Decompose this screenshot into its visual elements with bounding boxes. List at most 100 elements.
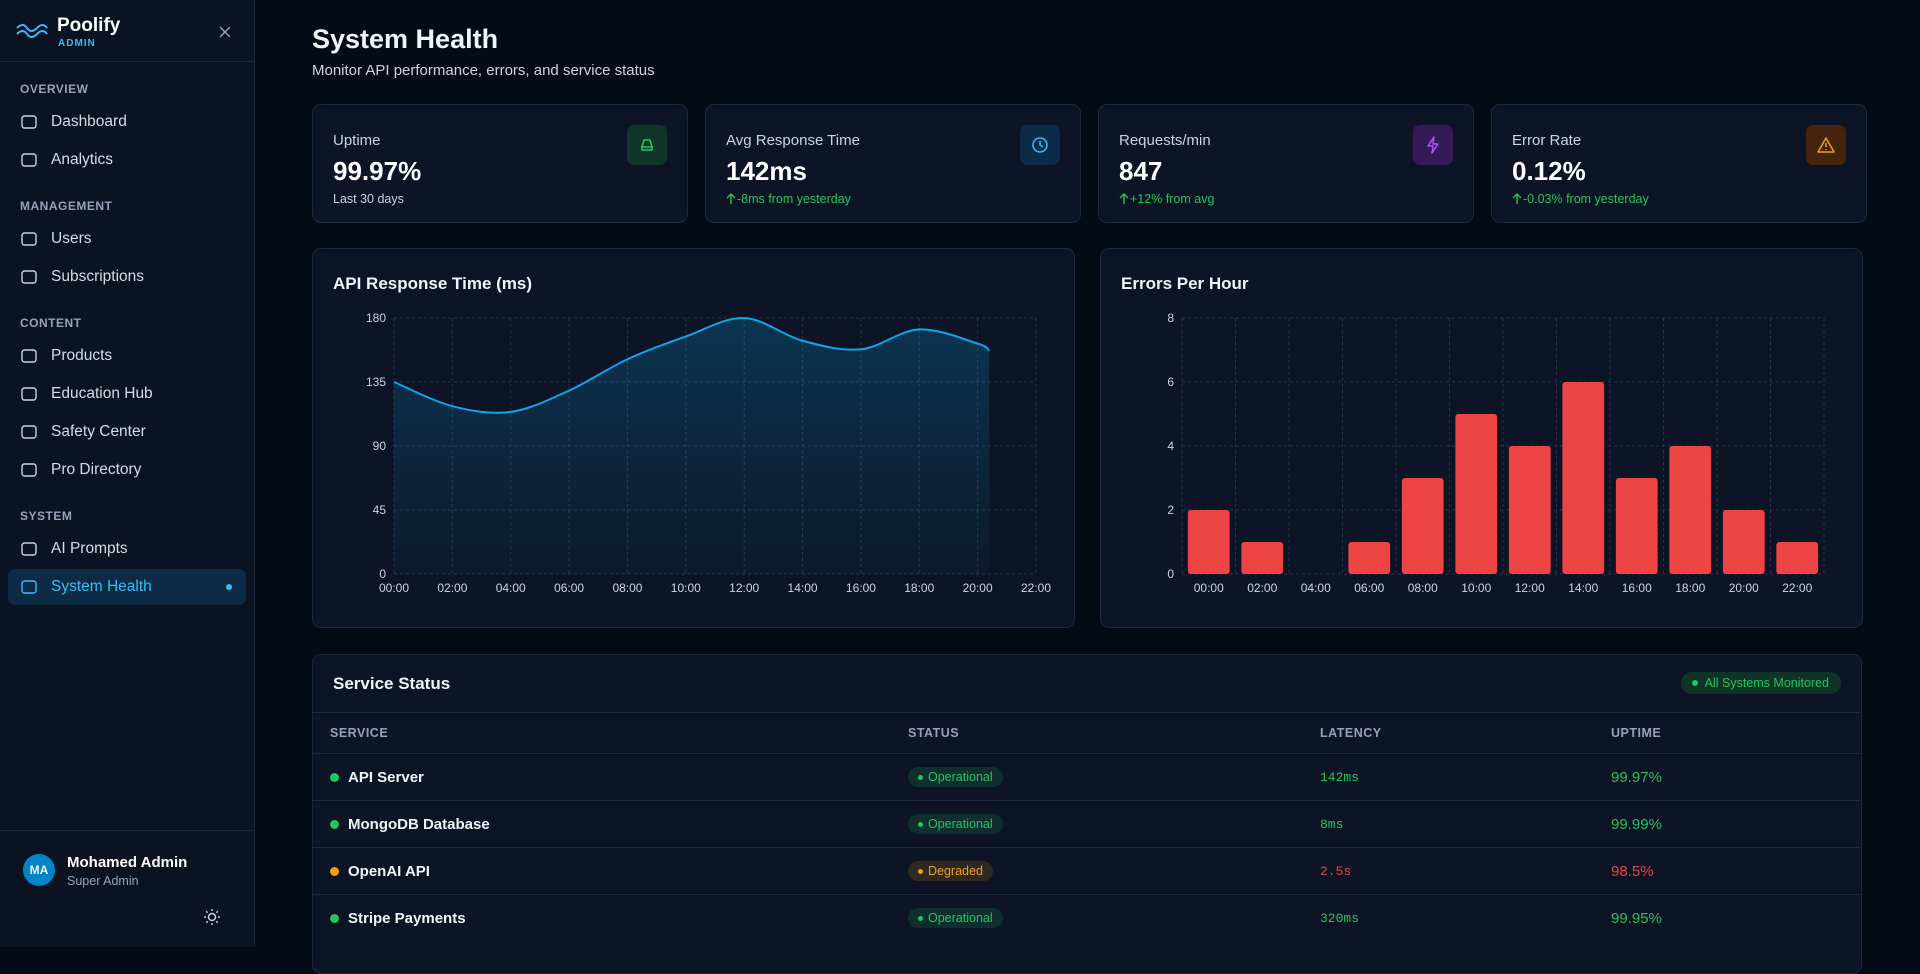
close-button[interactable]: [219, 26, 231, 38]
nav-label: Analytics: [51, 151, 114, 168]
nav-item[interactable]: Analytics: [8, 141, 246, 179]
badge: All Systems Monitored: [1680, 672, 1841, 694]
stat-card: Avg Response Time 142ms -8ms from yesterda…: [705, 104, 1081, 223]
y-tick-label: 8: [1167, 311, 1174, 325]
page-title: System Health: [312, 24, 499, 54]
x-tick-label: 18:00: [1675, 581, 1705, 595]
bar: [1348, 542, 1391, 574]
bar: [1508, 446, 1551, 574]
x-tick-label: 02:00: [1247, 581, 1277, 595]
nav-icon: [21, 425, 37, 439]
icon: [1817, 137, 1835, 153]
section-label: MANAGEMENT: [20, 199, 113, 213]
nav-label: System Health: [51, 578, 152, 595]
area: [394, 317, 990, 574]
service-name: API Server: [348, 769, 424, 786]
logo-icon: [16, 24, 48, 38]
nav-icon: [21, 115, 37, 129]
brand-sub: ADMIN: [58, 38, 96, 49]
x-tick-label: 10:00: [1461, 581, 1491, 595]
service-title: Service Status: [333, 674, 451, 693]
stat-sub: -8ms from yesterday: [737, 192, 851, 206]
arrow: [726, 193, 736, 204]
x-tick-label: 14:00: [788, 581, 818, 595]
active-dot: [226, 584, 232, 590]
service-name: OpenAI API: [348, 863, 430, 880]
status-text: Degraded: [928, 864, 983, 878]
nav-icon: [21, 153, 37, 167]
badge-text: All Systems Monitored: [1704, 676, 1829, 690]
bar: [1187, 510, 1230, 574]
nav-icon: [21, 349, 37, 363]
theme-toggle[interactable]: [203, 908, 221, 926]
nav-label: Users: [51, 230, 92, 247]
nav: OVERVIEW Dashboard Analytics MANAGEMENT User…: [0, 82, 254, 605]
stat-icon: [1413, 125, 1453, 165]
x-tick-label: 16:00: [1622, 581, 1652, 595]
icon-shape: [21, 153, 37, 167]
nav-icon: [21, 542, 37, 556]
x-tick-label: 14:00: [1568, 581, 1598, 595]
icon-shape: [21, 387, 37, 401]
status-dot: [330, 914, 339, 923]
y-tick-label: 2: [1167, 503, 1174, 517]
bar: [1455, 414, 1498, 574]
nav-item[interactable]: Products: [8, 337, 246, 375]
nav-icon: [21, 387, 37, 401]
icon-shape: [21, 270, 37, 284]
pill-dot: [918, 916, 923, 921]
stat-value: 99.97%: [333, 156, 422, 186]
y-tick-label: 0: [1167, 567, 1174, 581]
y-tick-label: 135: [366, 375, 386, 389]
trend-icon: [1119, 193, 1129, 204]
chart-title: API Response Time (ms): [333, 274, 533, 293]
nav-label: Pro Directory: [51, 461, 142, 478]
page: Poolify ADMIN OVERVIEW Dashboard Analytics…: [0, 0, 1867, 974]
icon-shape: [21, 115, 37, 129]
page-subtitle: Monitor API performance, errors, and ser…: [312, 62, 655, 79]
x-tick-label: 10:00: [671, 581, 701, 595]
x-tick-label: 18:00: [904, 581, 934, 595]
nav-item[interactable]: Pro Directory: [8, 451, 246, 489]
status-pill: Operational: [908, 767, 1003, 787]
pill-dot: [918, 822, 923, 827]
status-pill: Operational: [908, 814, 1003, 834]
latency: 320ms: [1320, 911, 1360, 926]
nav-item[interactable]: Dashboard: [8, 103, 246, 141]
icon-path: [1817, 137, 1835, 153]
nav-item[interactable]: Education Hub: [8, 375, 246, 413]
latency: 8ms: [1320, 817, 1344, 832]
nav-icon: [21, 463, 37, 477]
main: System Health Monitor API performance, e…: [312, 0, 1867, 974]
x-tick-label: 22:00: [1782, 581, 1812, 595]
icon-shape: [21, 463, 37, 477]
nav-item[interactable]: Users: [8, 220, 246, 258]
line: [393, 316, 990, 414]
x-tick-label: 00:00: [379, 581, 409, 595]
section-label: CONTENT: [20, 316, 82, 330]
latency: 2.5s: [1320, 864, 1352, 879]
latency: 142ms: [1320, 770, 1360, 785]
stat-label: Error Rate: [1512, 132, 1582, 149]
status-dot: [330, 773, 339, 782]
bar: [1776, 542, 1819, 574]
column-header: STATUS: [908, 726, 960, 740]
x-tick-label: 02:00: [437, 581, 467, 595]
table-row: Stripe Payments Operational 320ms 99.95%: [313, 894, 1861, 941]
table-row: OpenAI API Degraded 2.5s 98.5%: [313, 847, 1861, 894]
nav-item[interactable]: Subscriptions: [8, 258, 246, 296]
nav-item[interactable]: AI Prompts: [8, 530, 246, 568]
nav-item[interactable]: System Health: [8, 569, 246, 605]
nav-label: Safety Center: [51, 423, 146, 440]
stat-sub: -0.03% from yesterday: [1523, 192, 1649, 206]
section-label: OVERVIEW: [20, 82, 89, 96]
logo: Poolify ADMIN: [0, 0, 254, 62]
x-tick-label: 08:00: [612, 581, 642, 595]
nav-item[interactable]: Safety Center: [8, 413, 246, 451]
status-dot: [330, 820, 339, 829]
nav-icon: [21, 270, 37, 284]
status-pill: Operational: [908, 908, 1003, 928]
chart: 0 2 4 6 8 00:00 02:00 04:00 06:00 08:00 10:00 12:00…: [1167, 311, 1825, 595]
x-tick-label: 04:00: [1301, 581, 1331, 595]
stat-card: Error Rate 0.12% -0.03% from yesterday: [1491, 104, 1867, 223]
